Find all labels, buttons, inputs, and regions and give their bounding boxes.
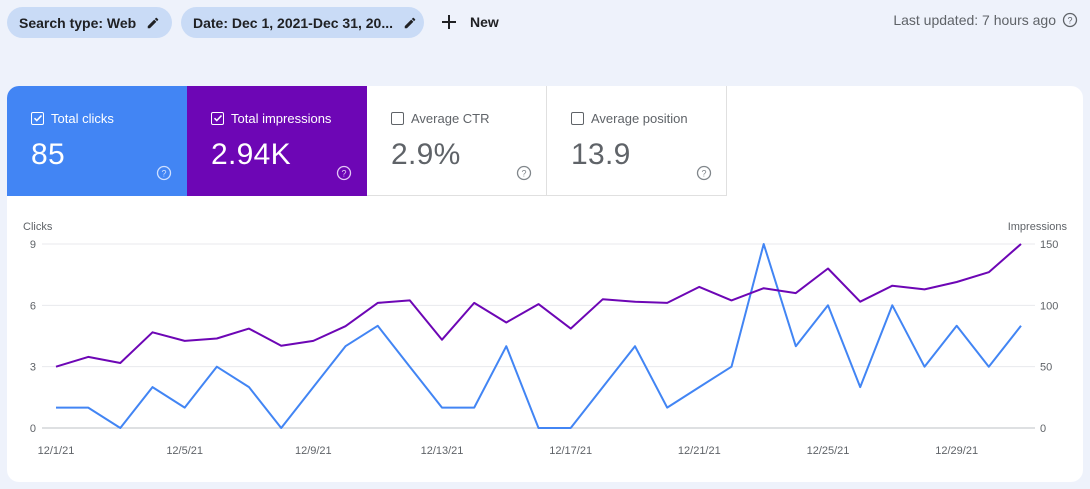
metric-label: Average position [591,110,688,126]
metric-value: 13.9 [571,138,631,171]
y-tick-right: 100 [1040,300,1058,312]
x-tick-label: 12/9/21 [295,445,332,457]
metric-tiles: Total clicks 85 ? Total impressions 2.94… [7,86,727,196]
date-range-chip[interactable]: Date: Dec 1, 2021-Dec 31, 20... [181,7,424,38]
checkbox-unchecked-icon[interactable] [571,111,584,125]
x-tick-label: 12/29/21 [935,445,978,457]
checkbox-checked-icon[interactable] [211,111,224,125]
metric-label: Average CTR [411,110,490,126]
plus-icon [440,13,458,31]
y-axis-right-title: Impressions [1008,221,1068,233]
svg-text:?: ? [1067,15,1072,25]
toolbar: Search type: Web Date: Dec 1, 2021-Dec 3… [0,0,1090,44]
metric-total-clicks[interactable]: Total clicks 85 ? [7,86,187,196]
metric-value: 85 [31,138,65,171]
metric-label: Total clicks [51,110,114,126]
search-type-chip[interactable]: Search type: Web [7,7,172,38]
y-tick-left: 9 [30,239,36,251]
help-icon[interactable]: ? [516,165,532,181]
y-tick-left: 0 [30,423,36,435]
new-filter-button[interactable]: New [440,9,499,35]
svg-text:?: ? [701,168,706,178]
performance-chart: Clicks Impressions 0 3 6 9 0 50 100 150 12/1/21 12/… [7,196,1083,482]
y-tick-left: 6 [30,300,36,312]
x-tick-label: 12/17/21 [549,445,592,457]
x-tick-label: 12/1/21 [38,445,75,457]
metric-total-impressions[interactable]: Total impressions 2.94K ? [187,86,367,196]
y-tick-right: 50 [1040,362,1052,374]
search-type-chip-label: Search type: Web [19,14,137,31]
y-tick-right: 0 [1040,423,1046,435]
pencil-icon[interactable] [403,16,417,30]
series-line-impressions [55,243,1022,368]
metric-value: 2.9% [391,138,461,171]
last-updated: Last updated: 7 hours ago ? [893,12,1078,28]
performance-chart-svg: Clicks Impressions 0 3 6 9 0 50 100 150 12/1/21 12/… [23,221,1068,457]
x-tick-label: 12/13/21 [421,445,464,457]
x-tick-label: 12/5/21 [166,445,203,457]
help-icon[interactable]: ? [696,165,712,181]
pencil-icon[interactable] [146,16,160,30]
help-icon[interactable]: ? [1062,12,1078,28]
svg-text:?: ? [521,168,526,178]
checkbox-unchecked-icon[interactable] [391,111,404,125]
svg-text:?: ? [341,168,346,178]
y-axis-left-title: Clicks [23,221,53,233]
checkbox-checked-icon[interactable] [31,111,44,125]
y-tick-left: 3 [30,362,36,374]
new-filter-label: New [470,14,499,30]
x-tick-label: 12/25/21 [807,445,850,457]
svg-text:?: ? [161,168,166,178]
metric-average-ctr[interactable]: Average CTR 2.9% ? [367,86,547,196]
metric-average-position[interactable]: Average position 13.9 ? [547,86,727,196]
help-icon[interactable]: ? [156,165,172,181]
series-line-clicks [56,243,1022,429]
x-tick-label: 12/21/21 [678,445,721,457]
metric-value: 2.94K [211,138,291,171]
y-tick-right: 150 [1040,239,1058,251]
metric-label: Total impressions [231,110,332,126]
help-icon[interactable]: ? [336,165,352,181]
performance-card: Total clicks 85 ? Total impressions 2.94… [7,86,1083,482]
last-updated-text: Last updated: 7 hours ago [893,12,1056,28]
date-range-chip-label: Date: Dec 1, 2021-Dec 31, 20... [193,14,394,31]
